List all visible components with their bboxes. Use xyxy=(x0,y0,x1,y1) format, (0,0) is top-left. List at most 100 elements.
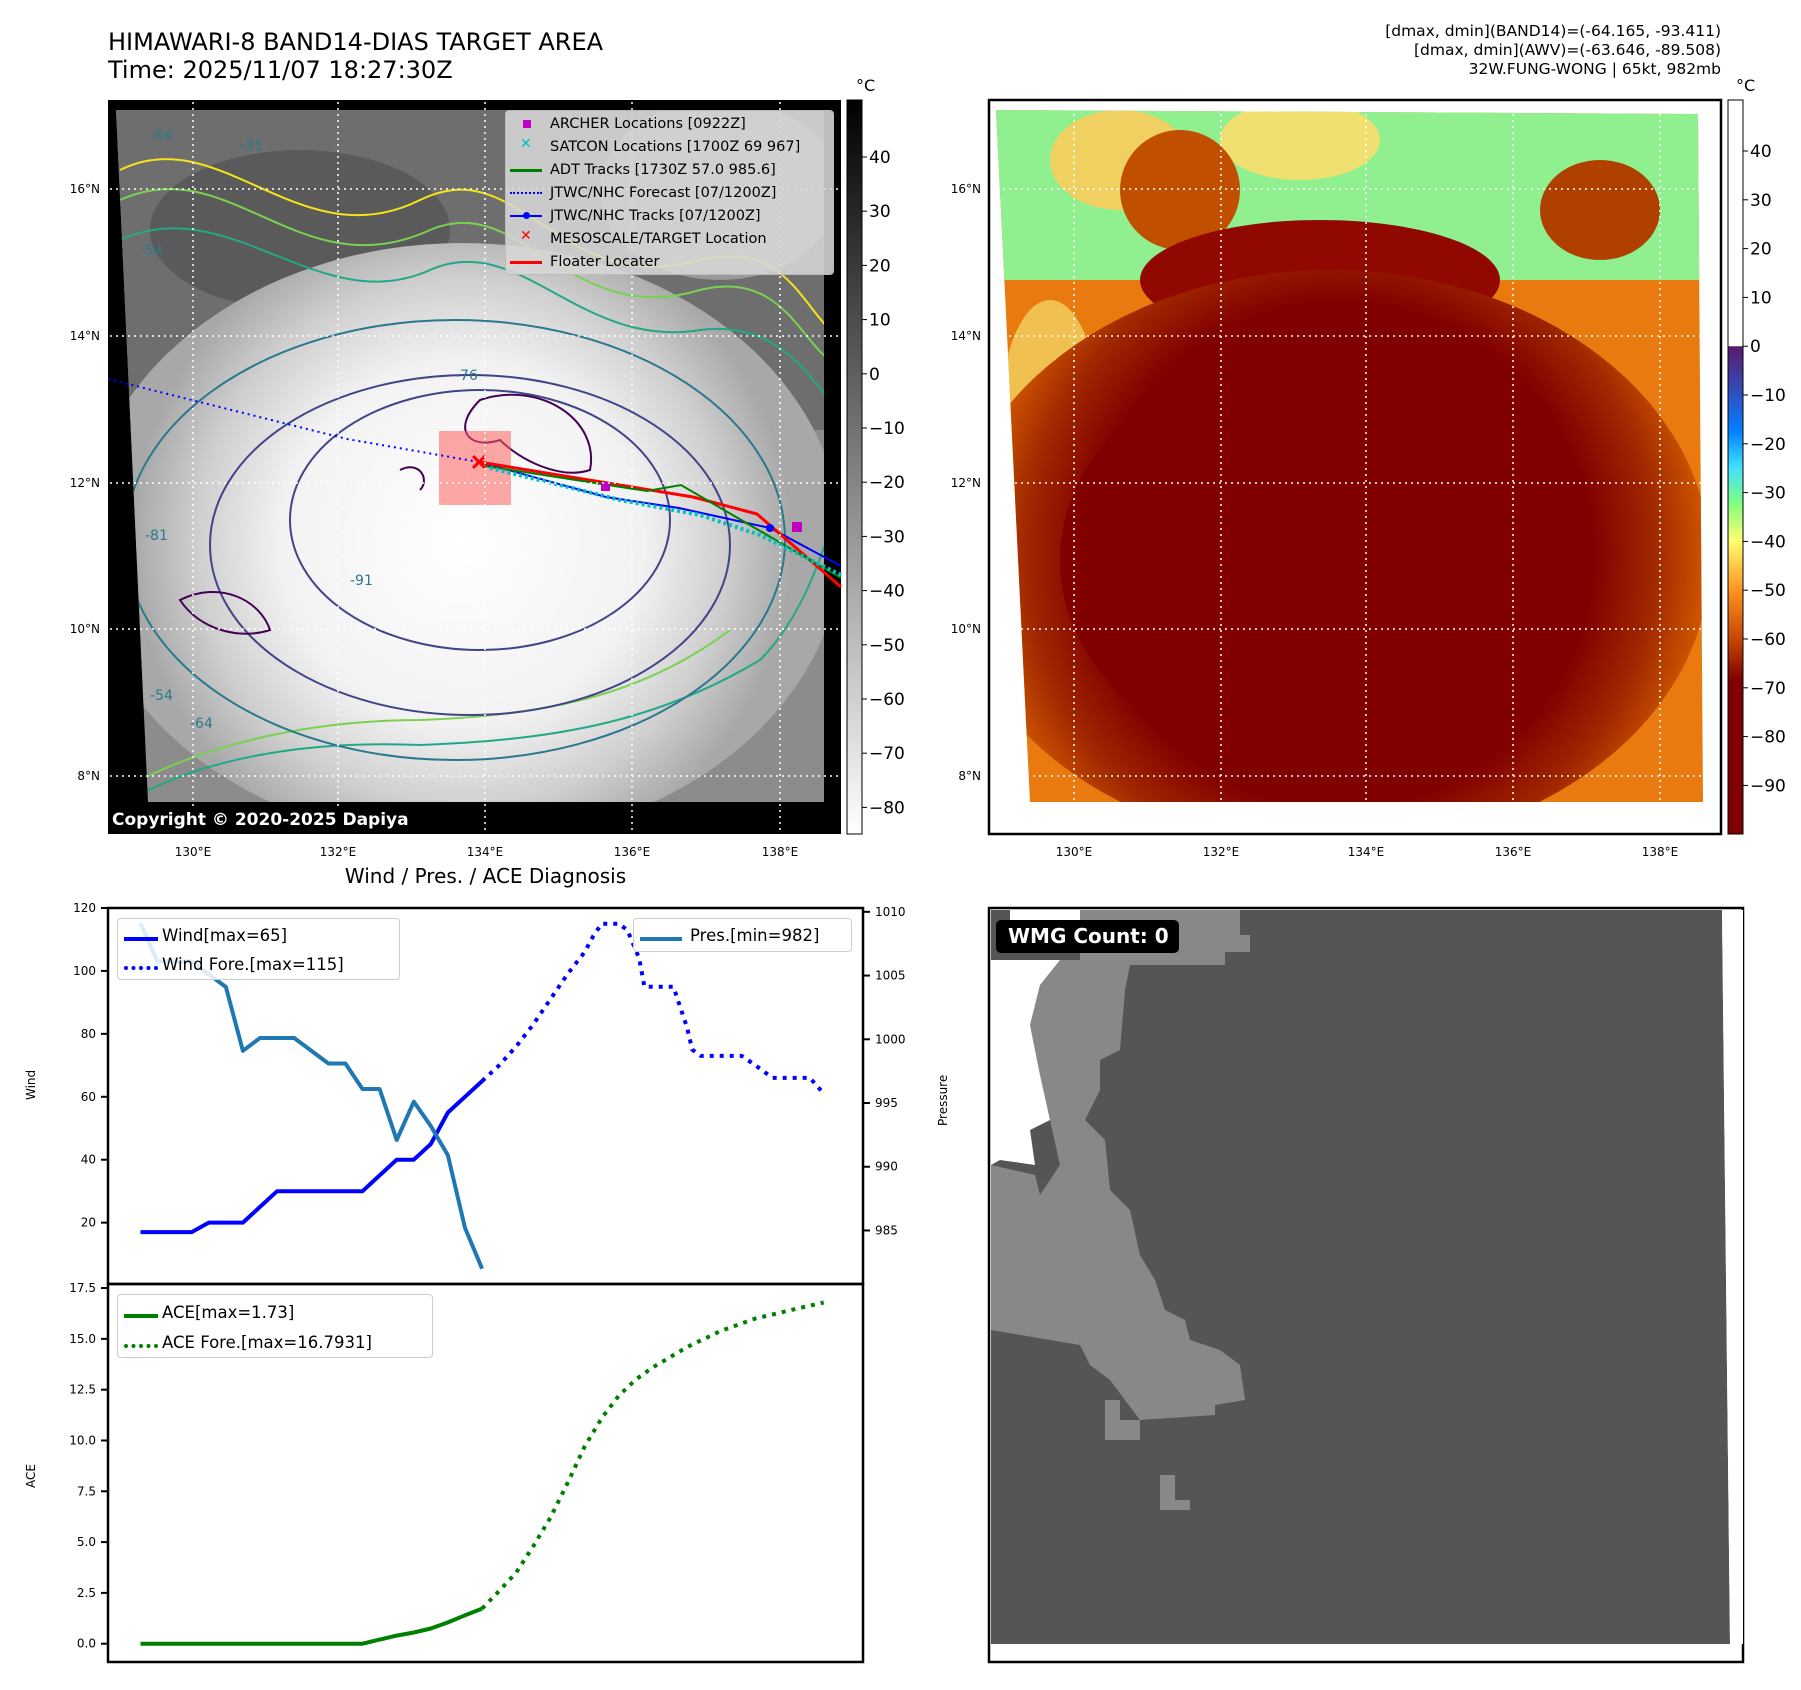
map-legend-label: ADT Tracks [1730Z 57.0 985.6] xyxy=(550,162,776,178)
ace-axis-label: ACE xyxy=(24,1464,38,1488)
wind-forecast-legend-label: Wind Fore.[max=115] xyxy=(162,954,344,974)
y-tick-label: 12.5 xyxy=(69,1383,96,1397)
latitude-label: 8°N xyxy=(958,769,981,783)
floater-track xyxy=(478,460,842,589)
wmg-count-label: WMG Count: 0 xyxy=(996,920,1179,953)
pressure-legend-line-icon xyxy=(634,924,690,946)
contour-label: -31 xyxy=(240,138,263,154)
latitude-label: 12°N xyxy=(70,476,100,490)
y-tick-label: 120 xyxy=(73,901,96,915)
latitude-label: 16°N xyxy=(70,182,100,196)
y-tick-label: 7.5 xyxy=(77,1484,96,1498)
colorbar-tick-label: −30 xyxy=(1750,484,1786,504)
longitude-label: 132°E xyxy=(1203,845,1240,859)
colorbar-tick-label: 0 xyxy=(869,365,880,385)
y-tick-label: 5.0 xyxy=(77,1535,96,1549)
map-legend-item: ADT Tracks [1730Z 57.0 985.6] xyxy=(506,159,776,181)
map-legend-item: JTWC/NHC Tracks [07/1200Z] xyxy=(506,205,761,227)
ace-series-line xyxy=(140,1606,483,1646)
longitude-label: 130°E xyxy=(1056,845,1093,859)
colorbar-tick-label: −70 xyxy=(1750,679,1786,699)
colorbar-tick-label: 40 xyxy=(869,148,891,168)
colorbar-tick-label: −20 xyxy=(1750,435,1786,455)
y-right-tick-label: 1000 xyxy=(875,1032,906,1046)
y-right-tick-label: 1005 xyxy=(875,969,906,983)
pressure-legend: Pres.[min=982] xyxy=(633,918,852,952)
colorbar-tick-label: 20 xyxy=(869,256,891,276)
wind-series-line xyxy=(140,1079,484,1235)
latitude-label: 16°N xyxy=(951,182,981,196)
contour-label: -76 xyxy=(455,368,478,384)
ace-forecast-legend-label: ACE Fore.[max=16.7931] xyxy=(162,1332,372,1352)
latitude-label: 14°N xyxy=(951,329,981,343)
map-legend-item: ✕ SATCON Locations [1700Z 69 967] xyxy=(506,136,800,158)
latitude-label: 12°N xyxy=(951,476,981,490)
archer-location xyxy=(601,482,610,491)
colorbar-tick-label: −40 xyxy=(869,582,905,602)
contour-label: -81 xyxy=(145,528,168,544)
colorbar-tick-label: 30 xyxy=(869,202,891,222)
band14-range: [dmax, dmin](BAND14)=(-64.165, -93.411) xyxy=(1385,22,1721,40)
longitude-label: 136°E xyxy=(1495,845,1532,859)
legend-dotted-icon xyxy=(506,182,550,204)
colorbar-tick-label: 40 xyxy=(1750,142,1772,162)
colorbar-tick-label: −50 xyxy=(869,636,905,656)
contour-label: -54 xyxy=(150,688,173,704)
ace-fore-series-line xyxy=(480,1300,825,1610)
longitude-label: 138°E xyxy=(762,845,799,859)
wind-legend: Wind[max=65] Wind Fore.[max=115] xyxy=(117,918,400,980)
colorbar-tick-label: −90 xyxy=(1750,776,1786,796)
legend-line-icon xyxy=(506,159,550,181)
map-legend-label: JTWC/NHC Forecast [07/1200Z] xyxy=(550,185,777,201)
map-legend-label: JTWC/NHC Tracks [07/1200Z] xyxy=(550,208,761,224)
map-legend: ARCHER Locations [0922Z] ✕ SATCON Location… xyxy=(505,110,834,275)
longitude-label: 134°E xyxy=(1348,845,1385,859)
title-time: Time: 2025/11/07 18:27:30Z xyxy=(108,56,453,84)
colorbar-tick-label: −10 xyxy=(869,419,905,439)
colorbar-tick-label: −60 xyxy=(869,690,905,710)
awv-imagery xyxy=(996,110,1703,802)
colorbar-tick-label: −30 xyxy=(869,527,905,547)
storm-tracks xyxy=(107,378,842,589)
contour-label: -64 xyxy=(150,128,173,144)
latitude-label: 8°N xyxy=(77,769,100,783)
longitude-label: 130°E xyxy=(175,845,212,859)
jtwc-track-point xyxy=(766,524,774,532)
map-legend-item: Floater Locater xyxy=(506,251,659,273)
ace-forecast-legend-line-icon xyxy=(118,1331,162,1353)
y-tick-label: 80 xyxy=(81,1027,96,1041)
ace-legend-label: ACE[max=1.73] xyxy=(162,1302,295,1322)
target-location-marker xyxy=(471,454,487,470)
colorbar-tick-label: −70 xyxy=(869,744,905,764)
y-tick-label: 60 xyxy=(81,1090,96,1104)
ace-legend: ACE[max=1.73] ACE Fore.[max=16.7931] xyxy=(117,1294,433,1358)
map-legend-label: MESOSCALE/TARGET Location xyxy=(550,231,767,247)
map-legend-item: ✕ MESOSCALE/TARGET Location xyxy=(506,228,767,250)
ace-legend-line-icon xyxy=(118,1301,162,1323)
map-legend-label: Floater Locater xyxy=(550,254,660,270)
wind-axis-label: Wind xyxy=(24,1069,38,1100)
latitude-label: 10°N xyxy=(70,622,100,636)
colorbar-left xyxy=(846,99,863,835)
colorbar-tick-label: 30 xyxy=(1750,191,1772,211)
colorbar-right xyxy=(1727,99,1744,835)
latitude-label: 14°N xyxy=(70,329,100,343)
colorbar-tick-label: −60 xyxy=(1750,630,1786,650)
wmg-panel xyxy=(987,906,1745,1664)
colorbar-tick-label: −80 xyxy=(1750,728,1786,748)
title-line-1: HIMAWARI-8 BAND14-DIAS TARGET AREA xyxy=(108,28,604,56)
map-right-gridlines xyxy=(991,102,1719,832)
contour-label: -54 xyxy=(140,243,163,259)
wind-forecast-legend-line-icon xyxy=(118,953,162,975)
legend-x-icon: ✕ xyxy=(520,136,532,152)
pressure-legend-label: Pres.[min=982] xyxy=(690,925,820,945)
satcon-track xyxy=(489,466,842,577)
colorbar-tick-label: 0 xyxy=(1750,337,1761,357)
y-tick-label: 10.0 xyxy=(69,1433,96,1447)
colorbar-tick-label: 10 xyxy=(1750,288,1772,308)
map-legend-label: ARCHER Locations [0922Z] xyxy=(550,116,746,132)
jtwc-track xyxy=(478,461,842,567)
map-legend-item: JTWC/NHC Forecast [07/1200Z] xyxy=(506,182,776,204)
legend-line-icon xyxy=(506,251,550,273)
